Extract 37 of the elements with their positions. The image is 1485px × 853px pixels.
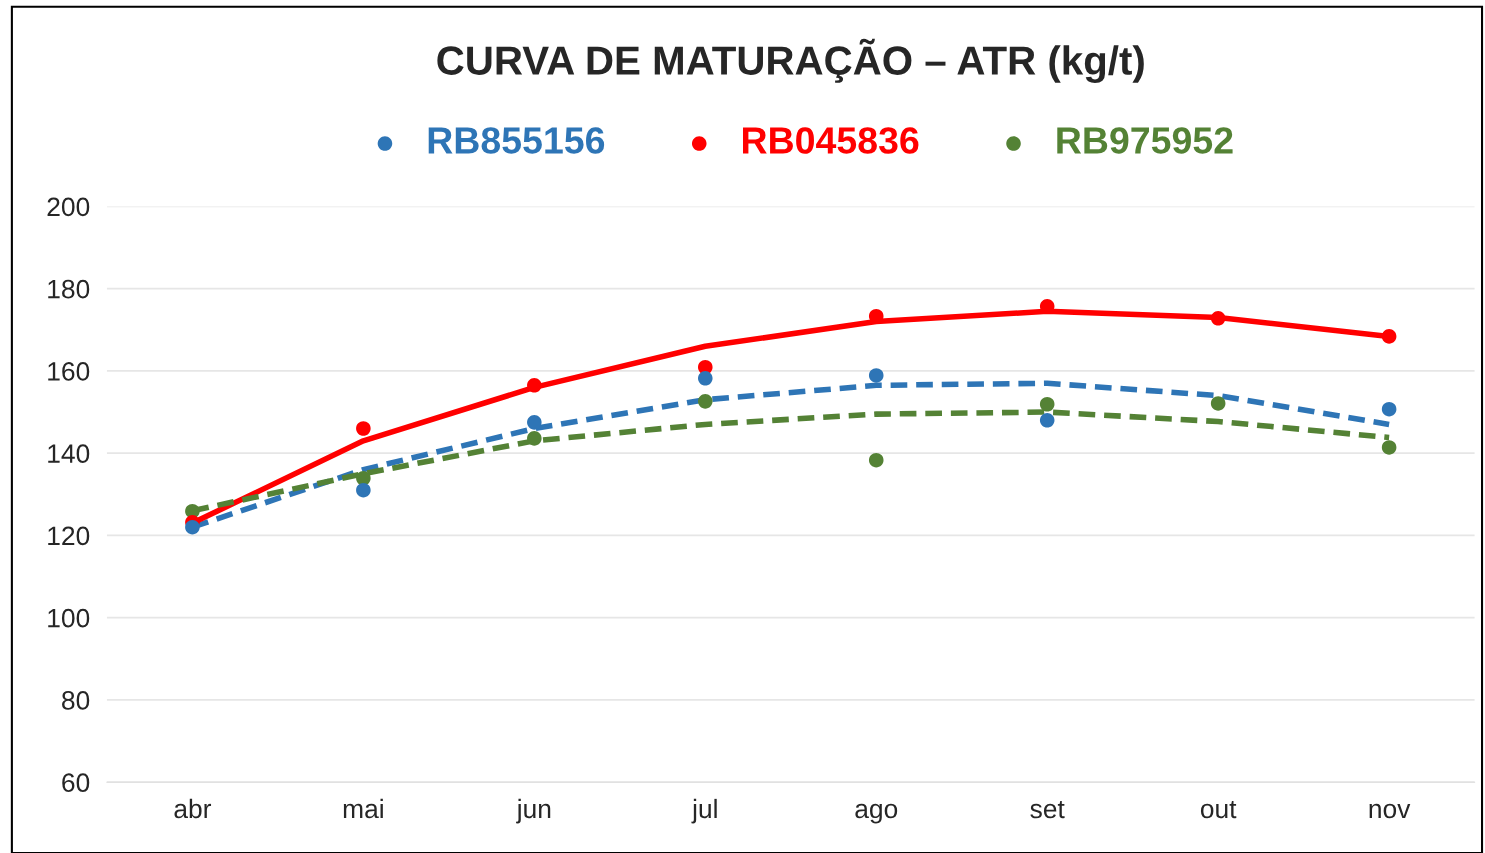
x-tick-label: nov xyxy=(1369,803,1411,819)
y-tick-label: 200 xyxy=(47,197,90,217)
x-tick-label: jun xyxy=(516,798,551,824)
y-tick-label: 140 xyxy=(48,444,90,464)
point xyxy=(1210,311,1226,326)
y-tick-label: 60 xyxy=(62,773,90,793)
x-tick-label: set xyxy=(1030,800,1065,819)
legend-label: RB045836 xyxy=(743,127,919,154)
point xyxy=(527,415,542,430)
point xyxy=(356,482,371,498)
legend-label: RB855156 xyxy=(428,127,605,154)
point xyxy=(356,421,371,436)
point xyxy=(698,371,713,386)
x-tick-label: abr xyxy=(174,798,212,819)
x-tick-label: mai xyxy=(343,798,383,819)
point xyxy=(698,394,713,409)
y-tick-label: 120 xyxy=(48,526,90,546)
y-tick-label: 160 xyxy=(48,362,90,381)
point xyxy=(868,368,884,383)
y-tick-label: 80 xyxy=(62,691,90,710)
y-tick-label: 100 xyxy=(48,608,90,628)
point xyxy=(527,431,542,446)
point xyxy=(527,378,542,393)
x-tick-label: ago xyxy=(855,803,898,824)
x-tick-label: out xyxy=(1200,800,1237,819)
point xyxy=(185,519,200,535)
point xyxy=(1039,396,1055,412)
point xyxy=(1381,329,1397,344)
point xyxy=(1381,401,1397,417)
point xyxy=(1210,396,1226,411)
chart-title: CURVA DE MATURAÇÃO – ATR (kg/t) xyxy=(437,38,1144,84)
point xyxy=(868,452,884,468)
y-tick-label: 180 xyxy=(48,279,90,299)
point xyxy=(1039,413,1055,428)
x-tick-label: jul xyxy=(691,798,717,824)
point xyxy=(1381,440,1397,455)
legend-label: RB975952 xyxy=(1057,127,1233,154)
